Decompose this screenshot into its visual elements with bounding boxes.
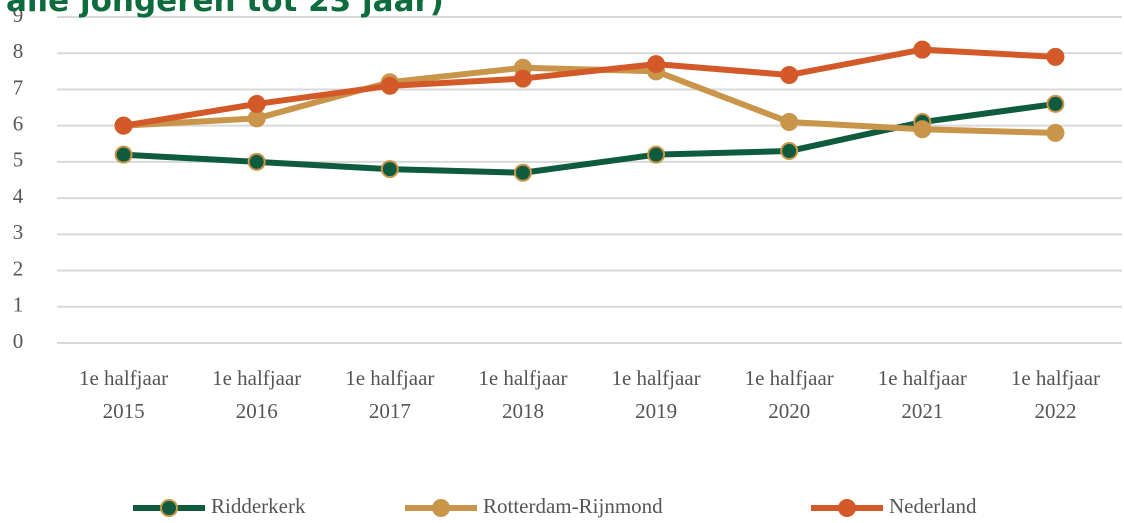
x-tick-label: 1e halfjaar 2021	[877, 366, 967, 423]
y-tick-label: 3	[13, 220, 24, 244]
marker	[380, 160, 399, 179]
y-tick-label: 6	[13, 111, 24, 135]
y-tick-label: 0	[13, 329, 24, 353]
x-tick-label: 1e halfjaar 2020	[744, 366, 834, 423]
legend-label: Nederland	[889, 494, 977, 518]
marker	[513, 69, 532, 88]
y-tick-label: 7	[13, 75, 24, 99]
marker	[513, 163, 532, 182]
chart-title: alle jongeren tot 23 jaar)	[6, 0, 444, 19]
y-tick-label: 4	[13, 184, 24, 208]
marker	[780, 142, 799, 161]
marker	[780, 113, 799, 132]
marker	[1046, 94, 1065, 113]
marker	[647, 55, 666, 74]
marker	[913, 120, 932, 139]
marker	[647, 145, 666, 164]
marker	[114, 116, 133, 135]
marker	[247, 94, 266, 113]
x-tick-label: 1e halfjaar 2022	[1010, 366, 1101, 423]
y-tick-label: 8	[13, 39, 24, 63]
y-tick-label: 1	[13, 293, 24, 317]
marker	[114, 145, 133, 164]
x-tick-label: 1e halfjaar 2018	[478, 366, 568, 423]
series-line	[123, 46, 1056, 129]
x-tick-label: 1e halfjaar 2016	[212, 366, 302, 423]
marker	[1046, 47, 1065, 66]
legend-marker	[838, 499, 856, 517]
x-tick-label: 1e halfjaar 2017	[345, 366, 435, 423]
y-tick-label: 9	[13, 3, 24, 27]
y-tick-label: 2	[13, 256, 24, 280]
marker	[247, 152, 266, 171]
legend-marker	[432, 499, 450, 517]
legend-label: Rotterdam-Rijnmond	[483, 494, 663, 518]
y-tick-label: 5	[13, 148, 24, 172]
x-tick-label: 1e halfjaar 2019	[611, 366, 701, 423]
marker	[780, 65, 799, 84]
x-tick-label: 1e halfjaar 2015	[78, 366, 169, 423]
legend-label: Ridderkerk	[211, 494, 306, 518]
marker	[380, 76, 399, 95]
marker	[913, 40, 932, 59]
legend-marker	[160, 499, 178, 517]
marker	[1046, 123, 1065, 142]
